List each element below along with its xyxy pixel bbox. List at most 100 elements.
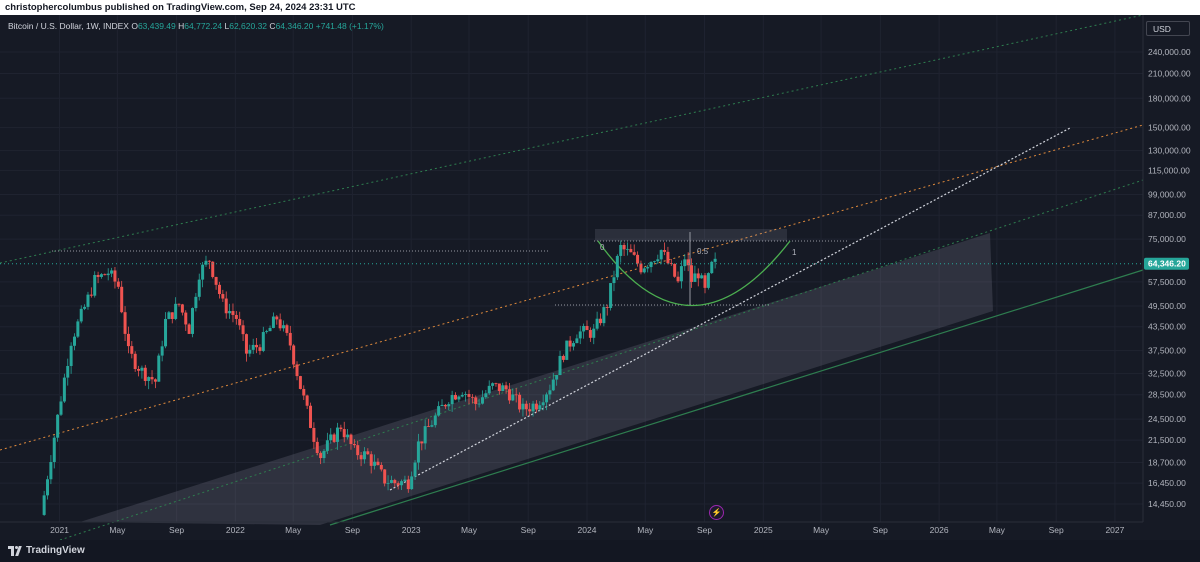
lightning-icon[interactable]: ⚡ bbox=[709, 505, 724, 520]
candle-body bbox=[52, 437, 56, 463]
candle-body bbox=[632, 252, 636, 255]
symbol-legend: Bitcoin / U.S. Dollar, 1W, INDEX O63,439… bbox=[8, 21, 384, 31]
price-tick-label: 87,000.00 bbox=[1148, 210, 1186, 220]
time-tick-label: 2027 bbox=[1105, 525, 1124, 535]
candle-body bbox=[140, 367, 144, 371]
candle-body bbox=[561, 355, 565, 360]
shaded-channel bbox=[80, 233, 993, 525]
currency-button[interactable]: USD bbox=[1146, 21, 1190, 36]
candle-body bbox=[454, 395, 457, 400]
price-tick-label: 130,000.00 bbox=[1148, 146, 1191, 156]
mid-channel-line bbox=[59, 179, 1144, 540]
candle-body bbox=[76, 321, 80, 337]
candle-body bbox=[174, 303, 178, 319]
fib-label: 1 bbox=[792, 248, 797, 257]
candle-body bbox=[184, 312, 188, 325]
time-tick-label: 2026 bbox=[930, 525, 949, 535]
price-tick-label: 24,500.00 bbox=[1148, 414, 1186, 424]
candle-body bbox=[622, 244, 626, 250]
candle-body bbox=[696, 273, 700, 279]
candle-body bbox=[42, 495, 46, 515]
candle-body bbox=[710, 261, 714, 274]
candle-body bbox=[366, 451, 370, 455]
candle-body bbox=[194, 296, 198, 309]
candle-body bbox=[676, 276, 680, 282]
candle-body bbox=[480, 397, 484, 404]
candle-body bbox=[464, 394, 468, 395]
publish-header: christophercolumbus published on Trading… bbox=[0, 0, 1200, 15]
price-tick-label: 14,450.00 bbox=[1148, 499, 1186, 509]
candle-body bbox=[120, 286, 124, 313]
candle-body bbox=[69, 345, 73, 366]
candle-body bbox=[690, 265, 694, 282]
candle-body bbox=[59, 401, 63, 415]
price-tick-label: 43,500.00 bbox=[1148, 322, 1186, 332]
candle-body bbox=[332, 434, 336, 442]
candle-body bbox=[96, 274, 100, 277]
candle-body bbox=[511, 394, 515, 401]
candle-body bbox=[679, 266, 683, 282]
candle-body bbox=[201, 264, 205, 280]
candle-body bbox=[244, 334, 248, 354]
candle-body bbox=[315, 441, 319, 454]
candle-body bbox=[443, 404, 447, 407]
chart-drawings: 0 0.5 1 bbox=[0, 15, 1144, 540]
candle-body bbox=[656, 259, 660, 262]
price-tick-label: 240,000.00 bbox=[1148, 47, 1191, 57]
candle-body bbox=[609, 283, 613, 308]
candle-body bbox=[666, 251, 670, 264]
candle-body bbox=[642, 268, 646, 273]
candle-body bbox=[167, 312, 171, 319]
candle-body bbox=[187, 324, 191, 334]
candle-body bbox=[460, 394, 464, 397]
candle-body bbox=[558, 355, 562, 376]
candle-body bbox=[541, 402, 545, 406]
candle-body bbox=[322, 450, 326, 459]
last-price-label: 64,346.20 bbox=[1148, 259, 1186, 269]
candle-body bbox=[234, 314, 238, 319]
candle-body bbox=[228, 311, 232, 314]
candle-body bbox=[177, 303, 181, 305]
price-axis: 240,000.00 210,000.00 180,000.00 150,000.00… bbox=[1142, 15, 1200, 540]
candle-body bbox=[113, 270, 117, 282]
candle-body bbox=[700, 275, 704, 279]
candle-body bbox=[72, 336, 76, 346]
candle-body bbox=[575, 338, 579, 344]
candle-body bbox=[602, 307, 606, 324]
candle-body bbox=[99, 274, 103, 277]
candle-body bbox=[352, 443, 356, 446]
time-tick-label: May bbox=[813, 525, 830, 535]
lower-channel-line bbox=[329, 269, 1144, 526]
candle-body bbox=[298, 376, 302, 389]
candle-body bbox=[342, 429, 346, 438]
candle-body bbox=[588, 329, 592, 338]
candle-body bbox=[477, 403, 481, 405]
time-tick-label: 2023 bbox=[402, 525, 421, 535]
price-tick-label: 21,500.00 bbox=[1148, 435, 1186, 445]
price-axis-bg bbox=[1143, 15, 1200, 540]
candle-body bbox=[383, 469, 387, 484]
candle-body bbox=[474, 397, 478, 404]
candle-body bbox=[447, 404, 451, 407]
price-tick-label: 75,000.00 bbox=[1148, 234, 1186, 244]
time-tick-label: May bbox=[637, 525, 654, 535]
candle-body bbox=[578, 331, 582, 339]
candle-body bbox=[703, 275, 707, 288]
candle-body bbox=[649, 261, 653, 268]
candle-body bbox=[349, 434, 353, 444]
chart-canvas[interactable]: 0 0.5 1 240,000.00210,000.00180,000.00150,… bbox=[0, 15, 1200, 540]
time-tick-label: Sep bbox=[873, 525, 888, 535]
candle-body bbox=[497, 383, 501, 392]
candle-body bbox=[393, 480, 397, 484]
candle-body bbox=[437, 406, 441, 416]
candle-body bbox=[595, 318, 599, 329]
candle-body bbox=[389, 480, 393, 483]
candle-body bbox=[400, 481, 404, 486]
price-tick-label: 28,500.00 bbox=[1148, 390, 1186, 400]
candle-body bbox=[309, 405, 313, 428]
candle-body bbox=[410, 476, 414, 490]
candle-body bbox=[619, 244, 623, 256]
candle-body bbox=[275, 316, 279, 320]
candle-body bbox=[514, 394, 518, 396]
candle-body bbox=[191, 308, 194, 334]
